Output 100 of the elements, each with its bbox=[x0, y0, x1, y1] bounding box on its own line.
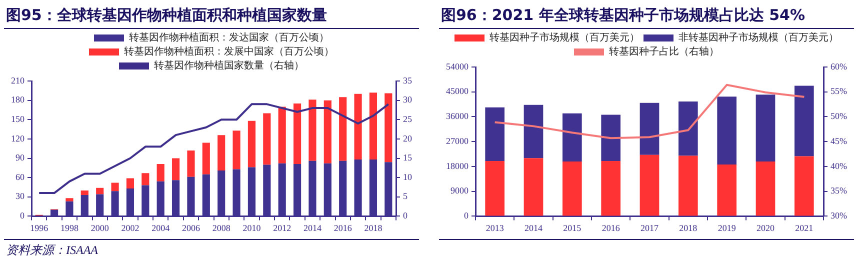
y2-tick-label: 40% bbox=[830, 160, 848, 171]
bar bbox=[354, 94, 362, 160]
x-tick-label: 2012 bbox=[273, 222, 292, 233]
bar bbox=[80, 190, 88, 195]
chart-title: 图95：全球转基因作物种植面积和种植国家数量 bbox=[4, 4, 419, 29]
y2-tick-label: 15 bbox=[403, 152, 412, 163]
bar bbox=[339, 97, 347, 161]
y2-tick-label: 10 bbox=[403, 172, 412, 182]
legend-label: 转基因种子市场规模（百万美元） bbox=[490, 32, 640, 44]
bar bbox=[232, 130, 240, 170]
y2-tick-label: 30 bbox=[403, 94, 412, 105]
y2-tick-label: 45% bbox=[830, 136, 848, 146]
x-tick-label: 2016 bbox=[334, 222, 352, 233]
y-tick-label: 9000 bbox=[450, 186, 469, 196]
y-tick-label: 36000 bbox=[446, 111, 469, 122]
y-tick-label: 180 bbox=[11, 94, 25, 105]
x-tick-label: 2014 bbox=[524, 222, 543, 233]
bar bbox=[156, 164, 164, 182]
y2-tick-label: 20 bbox=[403, 133, 412, 144]
x-tick-label: 2016 bbox=[602, 222, 620, 233]
bar bbox=[756, 94, 776, 162]
text: 资料来源：ISAAA bbox=[4, 240, 419, 259]
x-tick-label: 2002 bbox=[121, 222, 140, 233]
y2-tick-label: 50% bbox=[830, 111, 848, 122]
bar bbox=[485, 160, 504, 216]
bar bbox=[524, 104, 544, 158]
bar bbox=[202, 142, 210, 174]
y-tick-label: 120 bbox=[11, 133, 25, 144]
x-tick-label: 2000 bbox=[90, 222, 110, 233]
y-tick-label: 0 bbox=[464, 210, 469, 221]
bar bbox=[794, 86, 814, 156]
bar bbox=[794, 156, 814, 216]
y-tick-label: 60 bbox=[16, 172, 25, 182]
y2-tick-label: 0 bbox=[403, 210, 408, 221]
x-tick-label: 1996 bbox=[30, 222, 49, 233]
y2-tick-label: 5 bbox=[403, 191, 408, 202]
y-tick-label: 210 bbox=[11, 75, 25, 86]
bar bbox=[601, 114, 620, 161]
bar bbox=[263, 113, 271, 165]
y-tick-label: 45000 bbox=[446, 86, 469, 96]
bar bbox=[640, 102, 660, 155]
bar bbox=[717, 96, 736, 165]
y-tick-label: 27000 bbox=[446, 136, 469, 146]
y-tick-label: 90 bbox=[16, 152, 25, 163]
x-tick-label: 2006 bbox=[182, 222, 200, 233]
y-tick-label: 150 bbox=[11, 114, 25, 124]
x-tick-label: 2017 bbox=[640, 222, 659, 233]
bar bbox=[640, 154, 660, 216]
y2-tick-label: 35% bbox=[830, 186, 848, 196]
bar bbox=[384, 93, 392, 162]
y2-tick-label: 30% bbox=[830, 210, 848, 221]
x-tick-label: 2004 bbox=[152, 222, 170, 233]
legend-label: 转基因作物种植国家数量（右轴） bbox=[154, 60, 304, 72]
y2-tick-label: 55% bbox=[830, 86, 848, 96]
bar bbox=[562, 161, 582, 216]
legend-label: 转基因作物种植面积：发展中国家（百万公顷） bbox=[124, 46, 334, 58]
y2-tick-label: 60% bbox=[830, 61, 848, 72]
bar bbox=[369, 92, 378, 160]
x-tick-label: 2013 bbox=[486, 222, 504, 233]
chart-title: 图96：2021 年全球转基因种子市场规模占比达 54% bbox=[439, 4, 854, 29]
bar bbox=[126, 178, 134, 189]
bar bbox=[142, 173, 150, 186]
bar bbox=[293, 104, 302, 164]
x-tick-label: 2015 bbox=[563, 222, 582, 233]
bar bbox=[485, 107, 504, 161]
bar bbox=[172, 158, 180, 180]
bar bbox=[324, 100, 332, 164]
bar bbox=[601, 160, 620, 216]
bar bbox=[111, 182, 119, 192]
x-tick-label: 1998 bbox=[60, 222, 79, 233]
bar bbox=[187, 150, 195, 177]
y-tick-label: 18000 bbox=[446, 160, 469, 171]
bar bbox=[278, 106, 286, 164]
bar bbox=[248, 120, 256, 168]
legend-label: 转基因种子占比（右轴） bbox=[609, 46, 719, 58]
bar bbox=[308, 100, 316, 161]
bar bbox=[218, 135, 226, 170]
x-tick-label: 2019 bbox=[718, 222, 736, 233]
x-tick-label: 2010 bbox=[242, 222, 262, 233]
y2-tick-label: 25 bbox=[403, 114, 412, 124]
bar bbox=[756, 161, 776, 216]
x-tick-label: 2014 bbox=[303, 222, 322, 233]
legend-label: 转基因作物种植面积：发达国家（百万公顷） bbox=[129, 32, 329, 44]
y-tick-label: 54000 bbox=[446, 61, 469, 72]
y2-tick-label: 35 bbox=[403, 75, 412, 86]
bar bbox=[96, 188, 104, 194]
x-tick-label: 2021 bbox=[795, 222, 814, 233]
bar bbox=[678, 156, 698, 216]
bar bbox=[524, 158, 544, 216]
x-tick-label: 2018 bbox=[364, 222, 383, 233]
y-tick-label: 30 bbox=[16, 191, 25, 202]
y-tick-label: 0 bbox=[20, 210, 25, 221]
x-tick-label: 2008 bbox=[212, 222, 231, 233]
x-tick-label: 2018 bbox=[679, 222, 698, 233]
bar bbox=[66, 198, 74, 202]
bar bbox=[562, 113, 582, 162]
legend-label: 非转基因种子市场规模（百万美元） bbox=[678, 32, 838, 44]
bar bbox=[678, 102, 698, 156]
bar bbox=[717, 164, 736, 216]
x-tick-label: 2020 bbox=[756, 222, 775, 233]
